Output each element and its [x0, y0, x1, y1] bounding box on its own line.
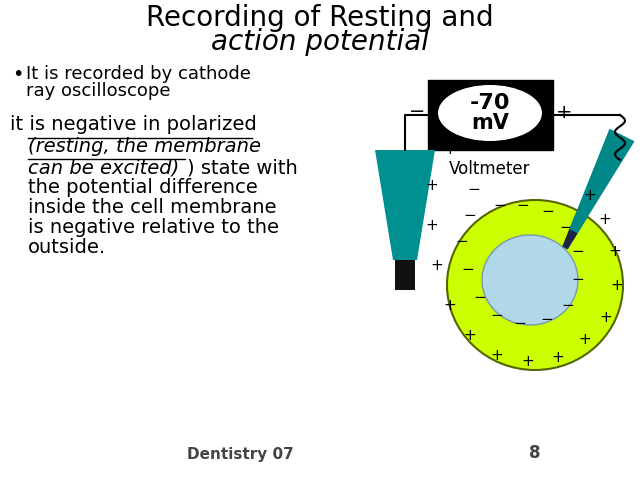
Text: +: +: [426, 178, 438, 192]
Text: +: +: [609, 244, 621, 260]
Text: −: −: [541, 312, 554, 327]
Text: •: •: [12, 65, 24, 84]
Text: mV: mV: [471, 113, 509, 133]
Text: −: −: [572, 273, 584, 288]
Text: ray oscilloscope: ray oscilloscope: [26, 82, 170, 100]
Text: −: −: [468, 182, 481, 197]
Text: −: −: [463, 207, 476, 223]
Polygon shape: [570, 214, 586, 233]
Text: −: −: [410, 103, 426, 121]
Text: It is recorded by cathode: It is recorded by cathode: [26, 65, 251, 83]
Text: −: −: [541, 204, 554, 219]
Text: (resting, the membrane: (resting, the membrane: [28, 137, 261, 156]
Polygon shape: [563, 129, 634, 249]
Text: it is negative in polarized: it is negative in polarized: [10, 115, 257, 134]
Text: 8: 8: [529, 444, 541, 462]
Text: +: +: [556, 103, 573, 121]
Polygon shape: [395, 260, 415, 290]
Ellipse shape: [439, 86, 541, 140]
Text: −: −: [474, 289, 486, 304]
Text: the potential difference: the potential difference: [28, 178, 258, 197]
Text: +: +: [444, 298, 456, 312]
Text: +: +: [491, 348, 504, 362]
Text: Dentistry 07: Dentistry 07: [187, 447, 293, 462]
Text: +: +: [579, 333, 591, 348]
Text: −: −: [562, 298, 574, 312]
Text: +: +: [611, 277, 623, 292]
Ellipse shape: [447, 200, 623, 370]
Text: +: +: [598, 213, 611, 228]
Text: inside the cell membrane: inside the cell membrane: [28, 198, 276, 217]
Text: −: −: [514, 315, 526, 331]
Text: +: +: [584, 188, 596, 203]
Text: +: +: [600, 311, 612, 325]
Text: action potential: action potential: [211, 28, 429, 56]
Text: −: −: [559, 220, 572, 236]
Text: can be excited): can be excited): [28, 158, 179, 177]
Text: ) state with: ) state with: [187, 158, 298, 177]
Text: +: +: [431, 257, 444, 273]
Text: −: −: [491, 308, 504, 323]
FancyBboxPatch shape: [428, 80, 552, 150]
Text: outside.: outside.: [28, 238, 106, 257]
Text: −: −: [461, 263, 474, 277]
Text: −: −: [572, 244, 584, 260]
Text: is negative relative to the: is negative relative to the: [28, 218, 279, 237]
Text: −: −: [493, 197, 506, 213]
Polygon shape: [375, 150, 435, 260]
Text: +: +: [522, 355, 534, 370]
Text: +: +: [444, 143, 456, 157]
Text: −: −: [516, 197, 529, 213]
Text: +: +: [463, 327, 476, 343]
Text: -70: -70: [470, 93, 510, 113]
Text: +: +: [426, 217, 438, 232]
Text: −: −: [456, 235, 468, 250]
Polygon shape: [563, 229, 578, 249]
Text: Voltmeter: Voltmeter: [449, 160, 531, 178]
Text: Recording of Resting and: Recording of Resting and: [146, 4, 494, 32]
Ellipse shape: [482, 235, 578, 325]
Text: +: +: [552, 349, 564, 364]
